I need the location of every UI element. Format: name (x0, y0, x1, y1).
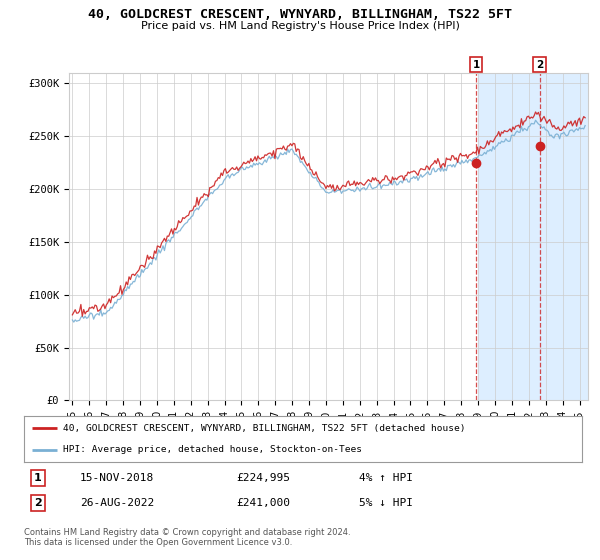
Text: 26-AUG-2022: 26-AUG-2022 (80, 498, 154, 508)
Text: 1: 1 (472, 59, 480, 69)
Text: 5% ↓ HPI: 5% ↓ HPI (359, 498, 413, 508)
Text: £224,995: £224,995 (236, 473, 290, 483)
Text: Price paid vs. HM Land Registry's House Price Index (HPI): Price paid vs. HM Land Registry's House … (140, 21, 460, 31)
Text: Contains HM Land Registry data © Crown copyright and database right 2024.
This d: Contains HM Land Registry data © Crown c… (24, 528, 350, 547)
Text: 1: 1 (34, 473, 42, 483)
Text: HPI: Average price, detached house, Stockton-on-Tees: HPI: Average price, detached house, Stoc… (63, 445, 362, 454)
Text: £241,000: £241,000 (236, 498, 290, 508)
Text: 15-NOV-2018: 15-NOV-2018 (80, 473, 154, 483)
Text: 2: 2 (536, 59, 543, 69)
Text: 4% ↑ HPI: 4% ↑ HPI (359, 473, 413, 483)
Text: 40, GOLDCREST CRESCENT, WYNYARD, BILLINGHAM, TS22 5FT (detached house): 40, GOLDCREST CRESCENT, WYNYARD, BILLING… (63, 424, 466, 433)
Bar (478, 73, 588, 400)
Text: 2: 2 (34, 498, 42, 508)
Text: 40, GOLDCREST CRESCENT, WYNYARD, BILLINGHAM, TS22 5FT: 40, GOLDCREST CRESCENT, WYNYARD, BILLING… (88, 8, 512, 21)
